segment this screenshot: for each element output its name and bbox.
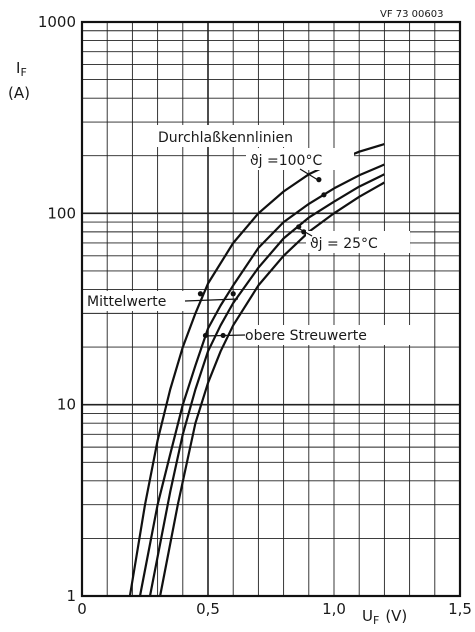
curve-marker [321, 192, 327, 198]
curve-marker [197, 291, 204, 297]
y-tick-label: 10 [57, 396, 76, 414]
tick-labels: 0 0,5 1,0 1,5 1 10 100 1000 [38, 13, 472, 618]
y-axis-subscript: F [20, 66, 26, 79]
y-axis-symbol: I [16, 59, 20, 77]
y-axis-unit: (A) [8, 84, 30, 102]
upper-spread-leader [202, 334, 246, 337]
temp-high-label: ϑj =100°C [250, 153, 322, 169]
x-tick-label: 1,5 [448, 600, 472, 618]
y-tick-label: 1 [66, 587, 76, 605]
temp-low-box [306, 231, 410, 253]
title-box [150, 125, 292, 147]
chart-title: Durchlaßkennlinien [158, 130, 293, 146]
x-axis-unit: (V) [385, 607, 407, 625]
x-tick-label: 1,0 [322, 600, 346, 618]
curve-1 [128, 143, 385, 597]
curve-4 [159, 181, 385, 597]
upper-spread-label: obere Streuwerte [245, 328, 367, 344]
x-axis-symbol: U [362, 607, 373, 625]
x-tick-label: 0,5 [196, 600, 220, 618]
curve-marker [230, 291, 236, 297]
plot-frame [80, 20, 462, 598]
mean-values-leader [184, 298, 239, 302]
x-axis-label: UF (V) [362, 607, 407, 627]
curve-marker [296, 224, 302, 230]
x-axis-subscript: F [373, 614, 379, 627]
temp-low-label: ϑj = 25°C [310, 236, 378, 252]
curve-2 [138, 163, 385, 597]
y-axis-label: IF [16, 59, 27, 79]
y-tick-label: 1000 [38, 13, 76, 31]
temp-high-box [246, 148, 354, 170]
y-tick-label: 100 [47, 204, 76, 222]
temp-high-leader [299, 168, 319, 181]
reference-code: VF 73 00603 [380, 9, 444, 20]
x-tick-label: 0 [77, 600, 87, 618]
upper-spread-box [242, 325, 412, 345]
mean-values-label: Mittelwerte [87, 294, 166, 310]
curves-group [128, 143, 385, 597]
temp-low-leader [297, 227, 313, 237]
curve-3 [148, 173, 385, 597]
mean-values-box [84, 291, 188, 311]
curve-marker [316, 177, 322, 183]
